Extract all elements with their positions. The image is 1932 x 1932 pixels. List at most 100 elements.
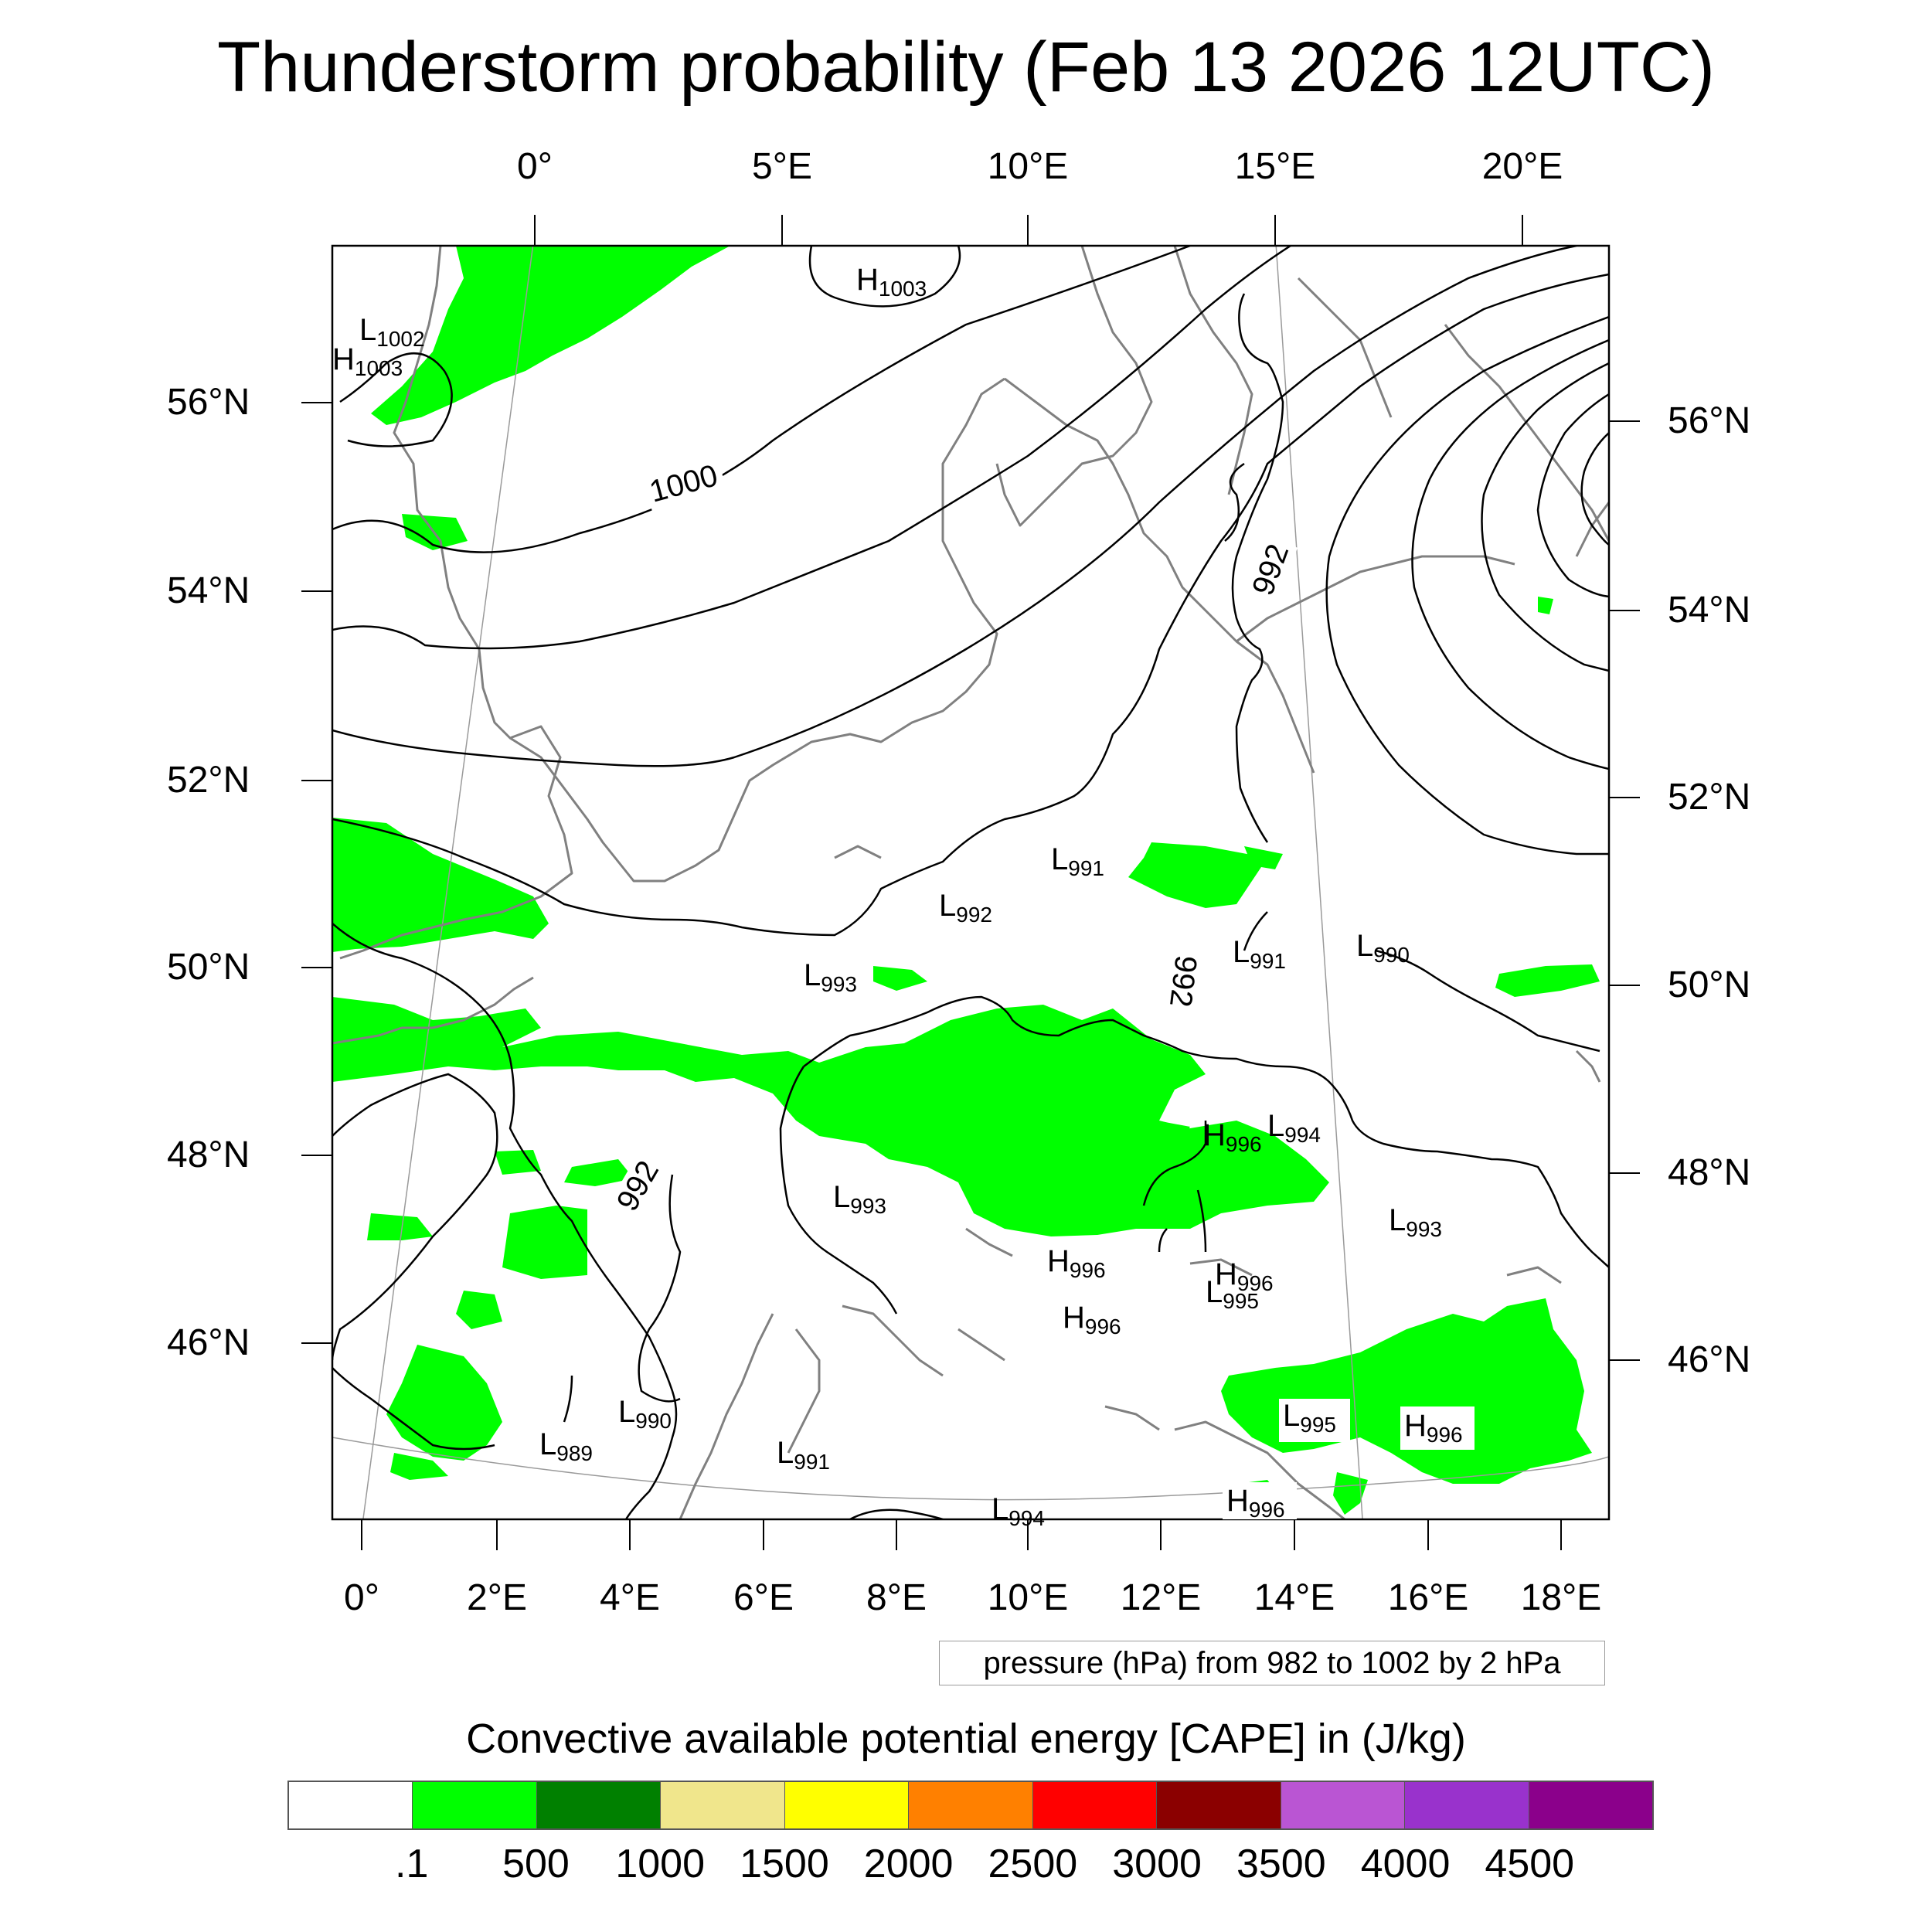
center-value: 996 [1249, 1498, 1285, 1522]
bottom-lon-label: 10°E [987, 1577, 1069, 1618]
center-value: 996 [1085, 1315, 1121, 1338]
tick-marks [301, 215, 1640, 1550]
bottom-lon-label: 18°E [1520, 1577, 1602, 1618]
center-value: 990 [1373, 943, 1410, 967]
colorbar-segment [1032, 1782, 1158, 1828]
page-title: Thunderstorm probability (Feb 13 2026 12… [216, 28, 1716, 107]
svg-text:H996: H996 [1226, 1484, 1285, 1522]
center-letter: H [1404, 1409, 1427, 1443]
colorbar-segment [1157, 1782, 1281, 1828]
svg-text:H996: H996 [1203, 1118, 1262, 1156]
center-letter: H [1215, 1257, 1237, 1291]
left-lat-label: 46°N [167, 1322, 250, 1363]
contour-label: 992 [1163, 954, 1203, 1009]
center-letter: H [1047, 1244, 1070, 1278]
bottom-lon-label: 16°E [1387, 1577, 1469, 1618]
svg-text:L994: L994 [992, 1492, 1045, 1530]
contour-labels: 1000 992 992 992 [609, 457, 1298, 1220]
center-letter: L [1283, 1399, 1300, 1433]
center-value: 995 [1223, 1289, 1259, 1313]
center-letter: L [833, 1180, 850, 1214]
right-lat-label: 52°N [1668, 777, 1751, 818]
center-letter: L [1356, 929, 1373, 963]
top-lon-label: 15°E [1234, 146, 1316, 187]
bottom-lon-label: 6°E [733, 1577, 794, 1618]
left-lat-label: 52°N [167, 760, 250, 801]
bottom-lon-label: 2°E [467, 1577, 527, 1618]
center-letter: H [1203, 1118, 1226, 1152]
svg-text:L989: L989 [539, 1427, 593, 1465]
center-value: 996 [1226, 1132, 1262, 1156]
left-lat-label: 50°N [167, 947, 250, 988]
center-letter: L [1051, 842, 1068, 876]
right-lat-label: 54°N [1668, 590, 1751, 631]
colorbar-segment [1529, 1782, 1652, 1828]
colorbar-title: Convective available potential energy [C… [466, 1716, 1466, 1762]
colorbar [287, 1781, 1654, 1830]
svg-text:L1002: L1002 [359, 313, 425, 351]
svg-text:L990: L990 [1356, 929, 1410, 967]
center-letter: L [618, 1395, 635, 1429]
pressure-centers: H1003 L1002 H1003 L991 L992 L993 L991 L9… [332, 263, 1475, 1530]
left-lat-label: 56°N [167, 382, 250, 423]
center-value: 993 [850, 1194, 886, 1218]
colorbar-label: 1500 [740, 1842, 829, 1886]
svg-text:H996: H996 [1404, 1409, 1463, 1447]
bottom-lon-label: 4°E [600, 1577, 660, 1618]
center-value: 996 [1427, 1423, 1463, 1447]
map-frame [331, 244, 1611, 1521]
svg-text:L995: L995 [1283, 1399, 1336, 1437]
colorbar-label: 2000 [863, 1842, 954, 1886]
right-lat-label: 46°N [1668, 1339, 1751, 1380]
colorbar-segment [784, 1782, 910, 1828]
colorbar-label: 2500 [988, 1842, 1078, 1886]
center-letter: H [1063, 1301, 1085, 1335]
top-lon-label: 5°E [752, 146, 812, 187]
colorbar-label: 4500 [1485, 1842, 1575, 1886]
colorbar-segment [289, 1782, 413, 1828]
center-letter: L [1206, 1275, 1223, 1309]
center-value: 996 [1070, 1258, 1106, 1282]
center-letter: H [332, 342, 355, 376]
center-letter: L [359, 313, 376, 347]
center-value: 1003 [879, 277, 927, 301]
center-value: 990 [635, 1409, 672, 1433]
top-lon-label: 10°E [987, 146, 1069, 187]
left-lat-label: 54°N [167, 570, 250, 611]
center-value: 991 [1250, 949, 1286, 973]
colorbar-segment [1281, 1782, 1406, 1828]
svg-text:L991: L991 [1233, 935, 1286, 973]
center-letter: H [1226, 1484, 1249, 1518]
bottom-lon-label: 12°E [1120, 1577, 1202, 1618]
center-value: 995 [1300, 1413, 1336, 1437]
top-lon-label: 20°E [1481, 146, 1563, 187]
colorbar-segment [413, 1782, 537, 1828]
center-value: 991 [794, 1450, 830, 1474]
graticule [332, 246, 1609, 1519]
colorbar-label: 4000 [1360, 1842, 1451, 1886]
center-letter: H [856, 263, 879, 297]
svg-text:H1003: H1003 [856, 263, 927, 301]
center-letter: L [539, 1427, 556, 1461]
center-value: 1002 [376, 327, 424, 351]
cape-areas [332, 246, 1600, 1515]
center-letter: L [1267, 1109, 1284, 1143]
contour-info-box: pressure (hPa) from 982 to 1002 by 2 hPa [939, 1641, 1605, 1685]
top-lon-label: 0° [517, 146, 553, 187]
center-value: 991 [1068, 856, 1104, 880]
center-value: 993 [821, 972, 857, 996]
colorbar-segment [536, 1782, 662, 1828]
svg-text:L991: L991 [777, 1436, 830, 1474]
bottom-lon-label: 14°E [1253, 1577, 1335, 1618]
center-letter: L [804, 958, 821, 992]
colorbar-label: 3000 [1112, 1842, 1202, 1886]
svg-text:L991: L991 [1051, 842, 1104, 880]
svg-text:L990: L990 [618, 1395, 672, 1433]
svg-text:L993: L993 [833, 1180, 886, 1218]
center-letter: L [777, 1436, 794, 1470]
center-letter: L [1389, 1203, 1406, 1237]
center-letter: L [1233, 935, 1250, 969]
right-lat-label: 56°N [1668, 400, 1751, 441]
center-letter: L [992, 1492, 1009, 1526]
